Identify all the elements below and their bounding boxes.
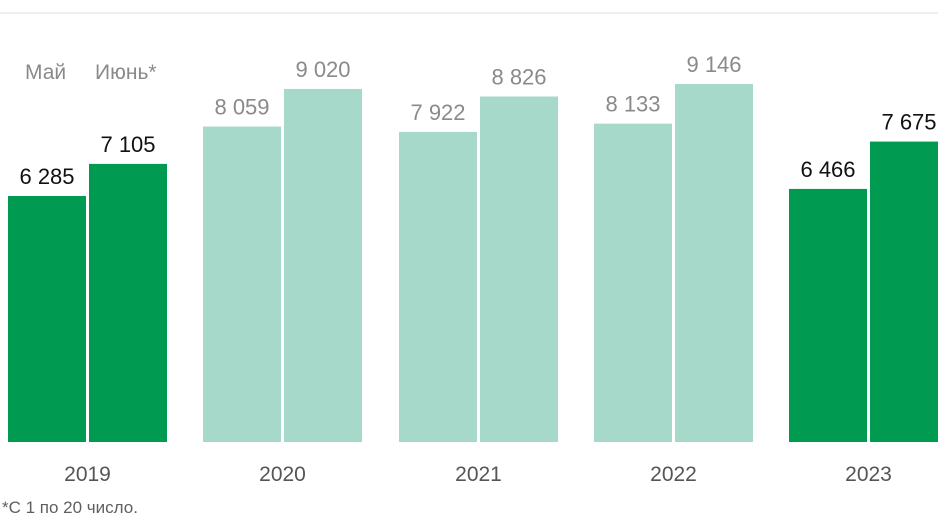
value-label-2019-june: 7 105: [100, 132, 155, 157]
value-label-2020-june: 9 020: [295, 57, 350, 82]
x-tick-label-2022: 2022: [650, 463, 697, 486]
x-axis-tick-labels: 2019 2020 2021 2022 2023: [64, 463, 892, 486]
bar-2023-june: [870, 141, 938, 443]
x-tick-label-2020: 2020: [259, 463, 306, 486]
bar-2022-june: [675, 84, 753, 442]
legend-item-june: Июнь*: [95, 61, 157, 84]
bar-2022-may: [594, 123, 672, 443]
bar-2019-june: [89, 163, 167, 442]
value-label-2023-june: 7 675: [881, 110, 936, 135]
bar-2019-may: [8, 195, 86, 442]
bar-2020-june: [284, 88, 362, 442]
value-label-2019-may: 6 285: [19, 164, 74, 189]
bar-2021-june: [480, 96, 558, 442]
bar-2023-may: [789, 188, 867, 442]
value-labels-layer: 6 285 7 105 8 059 9 020 7 922 8 826 8 133 9 146…: [19, 52, 936, 189]
legend-item-may: Май: [25, 61, 66, 84]
bars-layer: [8, 84, 938, 443]
legend: Май Июнь*: [25, 61, 157, 84]
x-tick-label-2021: 2021: [455, 463, 502, 486]
value-label-2021-may: 7 922: [410, 100, 465, 125]
value-label-2022-june: 9 146: [686, 52, 741, 77]
value-label-2020-may: 8 059: [214, 95, 269, 120]
value-label-2022-may: 8 133: [605, 92, 660, 117]
bar-2020-may: [203, 126, 281, 442]
footnote: *С 1 по 20 число.: [2, 498, 138, 517]
value-label-2021-june: 8 826: [491, 65, 546, 90]
value-label-2023-may: 6 466: [800, 157, 855, 182]
x-tick-label-2023: 2023: [845, 463, 892, 486]
bar-2021-may: [399, 131, 477, 443]
x-tick-label-2019: 2019: [64, 463, 111, 486]
